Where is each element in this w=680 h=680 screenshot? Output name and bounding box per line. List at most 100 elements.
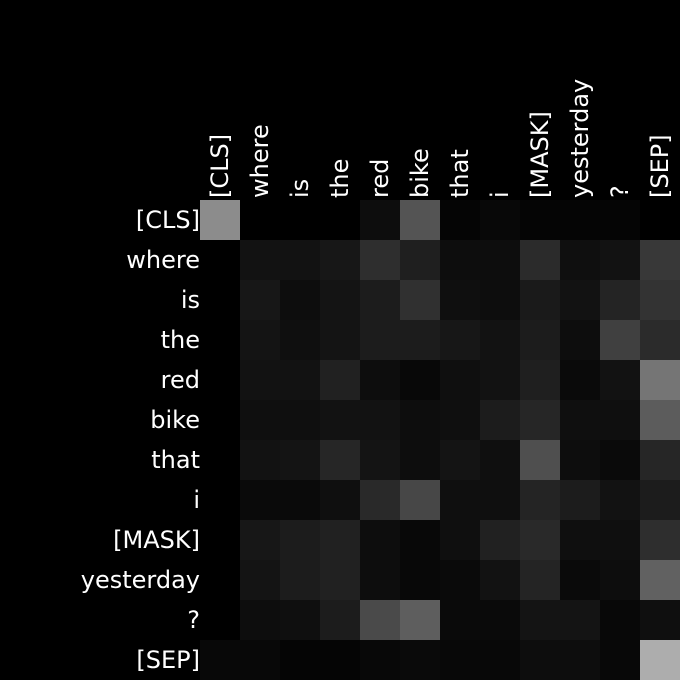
heatmap-cell [240, 280, 280, 320]
heatmap-cell [440, 520, 480, 560]
heatmap-cell [520, 240, 560, 280]
heatmap-cell [640, 400, 680, 440]
y-tick-label: bike [150, 406, 200, 434]
heatmap-cell [240, 320, 280, 360]
heatmap-cell [520, 560, 560, 600]
y-tick-label: ? [187, 606, 200, 634]
heatmap-cell [320, 440, 360, 480]
heatmap-cell [320, 320, 360, 360]
heatmap-cell [280, 200, 320, 240]
heatmap-cell [360, 200, 400, 240]
heatmap-cell [640, 600, 680, 640]
heatmap-cell [560, 520, 600, 560]
y-tick-label: i [193, 486, 200, 514]
x-tick-label: [MASK] [526, 111, 554, 198]
heatmap-cell [560, 200, 600, 240]
heatmap-cell [360, 480, 400, 520]
heatmap-cell [200, 520, 240, 560]
heatmap-cell [560, 440, 600, 480]
heatmap-cell [280, 440, 320, 480]
heatmap-cell [280, 280, 320, 320]
heatmap-cell [360, 320, 400, 360]
heatmap-cell [440, 200, 480, 240]
x-tick-label: where [246, 124, 274, 198]
y-tick-label: [SEP] [136, 646, 200, 674]
heatmap-cell [240, 360, 280, 400]
y-tick-label: red [161, 366, 200, 394]
y-tick-label: yesterday [81, 566, 200, 594]
heatmap-cell [240, 640, 280, 680]
heatmap-cell [640, 560, 680, 600]
heatmap-cell [520, 280, 560, 320]
heatmap-cell [360, 560, 400, 600]
heatmap-cell [640, 200, 680, 240]
heatmap-cell [520, 600, 560, 640]
x-tick-label: i [486, 191, 514, 198]
heatmap-cell [320, 360, 360, 400]
heatmap-cell [440, 560, 480, 600]
heatmap-cell [320, 280, 360, 320]
heatmap-cell [520, 640, 560, 680]
heatmap-cell [520, 480, 560, 520]
heatmap-cell [320, 600, 360, 640]
heatmap-cell [440, 400, 480, 440]
y-tick-label: [MASK] [113, 526, 200, 554]
heatmap-cell [400, 480, 440, 520]
heatmap-cell [360, 280, 400, 320]
heatmap-cell [280, 480, 320, 520]
heatmap-cell [640, 240, 680, 280]
heatmap-cell [560, 240, 600, 280]
heatmap-cell [600, 560, 640, 600]
heatmap-cell [400, 640, 440, 680]
heatmap-cell [600, 400, 640, 440]
heatmap-cell [400, 440, 440, 480]
heatmap-cell [440, 480, 480, 520]
heatmap-cell [400, 360, 440, 400]
heatmap-cell [480, 640, 520, 680]
heatmap-cell [200, 320, 240, 360]
heatmap-cell [240, 400, 280, 440]
heatmap-cell [480, 440, 520, 480]
heatmap-cell [400, 600, 440, 640]
heatmap-cell [360, 520, 400, 560]
heatmap-cell [640, 440, 680, 480]
heatmap-cell [640, 480, 680, 520]
heatmap-cell [640, 520, 680, 560]
heatmap-cell [320, 480, 360, 520]
heatmap-cell [360, 600, 400, 640]
heatmap-cell [240, 440, 280, 480]
heatmap-cell [320, 560, 360, 600]
heatmap-cell [200, 560, 240, 600]
heatmap-cell [320, 520, 360, 560]
y-tick-label: is [181, 286, 200, 314]
heatmap-cell [560, 360, 600, 400]
heatmap-cell [480, 200, 520, 240]
heatmap-cell [560, 320, 600, 360]
heatmap-cell [320, 640, 360, 680]
heatmap-cell [600, 520, 640, 560]
x-tick-label: red [366, 159, 394, 198]
heatmap-cell [480, 240, 520, 280]
heatmap-cell [200, 360, 240, 400]
heatmap-cell [400, 400, 440, 440]
heatmap-cell [200, 440, 240, 480]
heatmap-cell [440, 360, 480, 400]
heatmap-cell [640, 360, 680, 400]
heatmap-cell [200, 600, 240, 640]
y-tick-labels: [CLS] where is the red bike that i [MASK] yesterd… [81, 206, 200, 674]
heatmap-cell [360, 240, 400, 280]
heatmap-cell [600, 280, 640, 320]
heatmap-cell [280, 560, 320, 600]
heatmap-cell [520, 200, 560, 240]
heatmap-cell [640, 640, 680, 680]
heatmap-cell [280, 360, 320, 400]
heatmap-cell [560, 280, 600, 320]
heatmap-cell [360, 360, 400, 400]
heatmap-cell [440, 240, 480, 280]
heatmap-cell [280, 640, 320, 680]
x-tick-label: ? [606, 185, 634, 198]
heatmap-cell [520, 360, 560, 400]
heatmap-cell [600, 600, 640, 640]
heatmap-cell [280, 600, 320, 640]
heatmap-cell [480, 480, 520, 520]
